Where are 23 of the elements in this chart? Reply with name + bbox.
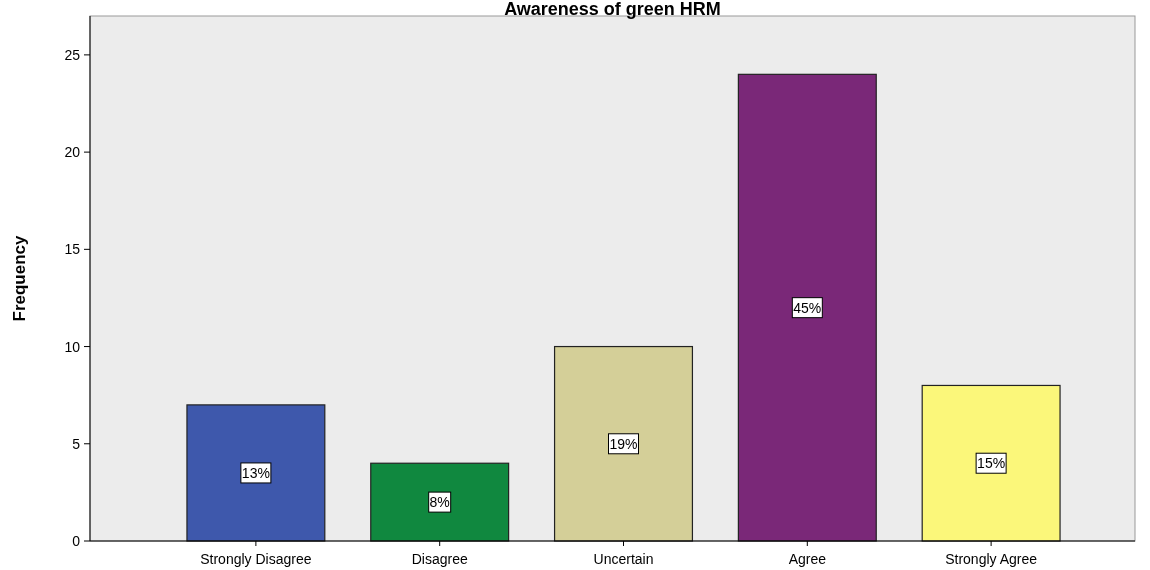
bar — [370, 462, 510, 542]
bar — [553, 345, 694, 542]
annotation: 13% — [241, 464, 270, 481]
annotation: 8% — [429, 494, 450, 511]
y-tick-label: 20 — [64, 144, 81, 161]
bar — [186, 404, 326, 542]
bar — [921, 384, 1061, 542]
y-tick-label: 10 — [64, 338, 81, 355]
y-tick-label: 15 — [64, 241, 81, 258]
x-tick-label: Strongly Agree — [945, 551, 1038, 567]
bar — [737, 73, 877, 542]
chart-title: Awareness of green HRM — [504, 0, 721, 19]
y-tick-label: 0 — [72, 533, 81, 549]
x-tick-label: Disagree — [411, 551, 468, 567]
x-tick-label: Agree — [788, 551, 827, 567]
y-axis-title: Frequency — [10, 234, 29, 322]
x-tick-label: Strongly Disagree — [200, 551, 312, 567]
annotation: 19% — [609, 435, 638, 452]
x-tick-label: Uncertain — [593, 551, 654, 567]
y-tick-label: 25 — [64, 46, 81, 63]
annotation: 45% — [793, 299, 822, 316]
annotation: 15% — [977, 455, 1006, 472]
y-tick-label: 5 — [72, 435, 81, 452]
